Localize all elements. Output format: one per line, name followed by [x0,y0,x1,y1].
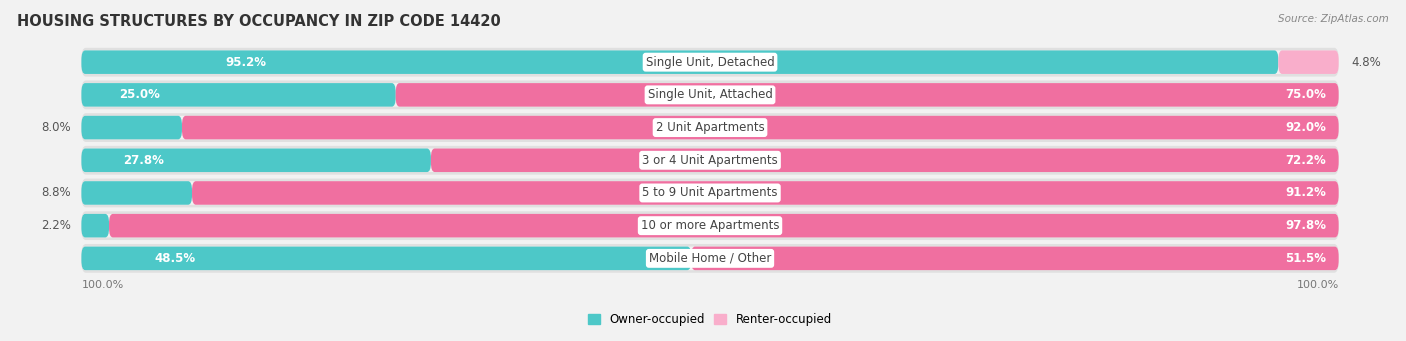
Text: 51.5%: 51.5% [1285,252,1326,265]
Text: 91.2%: 91.2% [1285,187,1326,199]
FancyBboxPatch shape [395,83,1339,107]
FancyBboxPatch shape [82,247,692,270]
Text: 27.8%: 27.8% [124,154,165,167]
Text: 5 to 9 Unit Apartments: 5 to 9 Unit Apartments [643,187,778,199]
Text: 8.0%: 8.0% [42,121,72,134]
Text: 2.2%: 2.2% [41,219,72,232]
Text: Source: ZipAtlas.com: Source: ZipAtlas.com [1278,14,1389,24]
Text: 95.2%: 95.2% [225,56,266,69]
FancyBboxPatch shape [110,214,1339,237]
FancyBboxPatch shape [82,244,1339,273]
Legend: Owner-occupied, Renter-occupied: Owner-occupied, Renter-occupied [588,313,832,326]
FancyBboxPatch shape [1278,50,1339,74]
FancyBboxPatch shape [82,214,110,237]
FancyBboxPatch shape [692,247,1339,270]
Text: 2 Unit Apartments: 2 Unit Apartments [655,121,765,134]
Text: 3 or 4 Unit Apartments: 3 or 4 Unit Apartments [643,154,778,167]
FancyBboxPatch shape [82,211,1339,240]
FancyBboxPatch shape [82,50,1339,74]
FancyBboxPatch shape [82,50,1278,74]
FancyBboxPatch shape [82,179,1339,207]
FancyBboxPatch shape [82,83,1339,107]
Text: Mobile Home / Other: Mobile Home / Other [648,252,772,265]
FancyBboxPatch shape [82,116,181,139]
Text: 10 or more Apartments: 10 or more Apartments [641,219,779,232]
Text: Single Unit, Detached: Single Unit, Detached [645,56,775,69]
FancyBboxPatch shape [82,48,1339,77]
FancyBboxPatch shape [82,214,1339,237]
Text: 72.2%: 72.2% [1285,154,1326,167]
FancyBboxPatch shape [82,181,193,205]
Text: 25.0%: 25.0% [120,88,160,101]
Text: HOUSING STRUCTURES BY OCCUPANCY IN ZIP CODE 14420: HOUSING STRUCTURES BY OCCUPANCY IN ZIP C… [17,14,501,29]
Text: 97.8%: 97.8% [1285,219,1326,232]
Text: 4.8%: 4.8% [1351,56,1381,69]
Text: 100.0%: 100.0% [1296,280,1339,290]
Text: 8.8%: 8.8% [42,187,72,199]
FancyBboxPatch shape [82,80,1339,109]
FancyBboxPatch shape [82,83,395,107]
Text: 92.0%: 92.0% [1285,121,1326,134]
FancyBboxPatch shape [82,148,1339,172]
FancyBboxPatch shape [82,146,1339,175]
FancyBboxPatch shape [193,181,1339,205]
FancyBboxPatch shape [181,116,1339,139]
Text: Single Unit, Attached: Single Unit, Attached [648,88,772,101]
FancyBboxPatch shape [82,116,1339,139]
FancyBboxPatch shape [82,181,1339,205]
Text: 100.0%: 100.0% [82,280,124,290]
FancyBboxPatch shape [430,148,1339,172]
FancyBboxPatch shape [82,148,430,172]
Text: 48.5%: 48.5% [155,252,195,265]
Text: 75.0%: 75.0% [1285,88,1326,101]
FancyBboxPatch shape [82,113,1339,142]
FancyBboxPatch shape [82,247,1339,270]
